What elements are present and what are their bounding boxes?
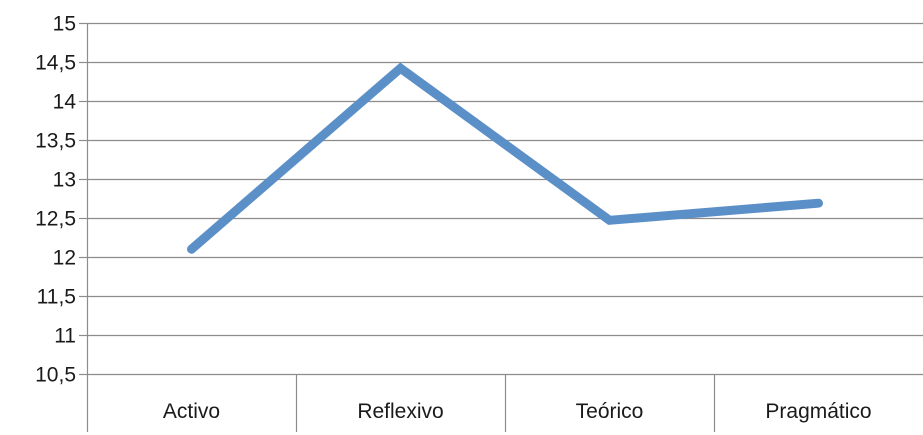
- y-tick-label: 15: [53, 13, 76, 36]
- y-tick-label: 14,5: [35, 52, 76, 75]
- y-tick-label: 12,5: [35, 208, 76, 231]
- series-line: [187, 62, 823, 254]
- x-category-label: Pragmático: [765, 400, 871, 423]
- axes: [79, 22, 716, 432]
- y-tick-label: 12: [53, 247, 76, 270]
- x-category-label: Reflexivo: [357, 400, 443, 423]
- y-tick-label: 14: [53, 91, 77, 114]
- x-category-label: Activo: [163, 400, 220, 423]
- y-tick-label: 11,5: [37, 286, 76, 309]
- x-axis-category-labels: Activo Reflexivo Teórico Pragmático: [163, 400, 872, 423]
- y-tick-label: 11: [54, 325, 76, 348]
- y-tick-label: 10,5: [35, 364, 76, 387]
- gridlines: [87, 22, 923, 376]
- y-axis-tick-labels: 10,5 11 11,5 12 12,5 13 13,5 14 14,5 15: [35, 13, 76, 387]
- y-tick-label: 13,5: [35, 130, 76, 153]
- x-category-label: Teórico: [576, 400, 644, 423]
- series-lines: [187, 62, 823, 254]
- y-tick-label: 13: [53, 169, 76, 192]
